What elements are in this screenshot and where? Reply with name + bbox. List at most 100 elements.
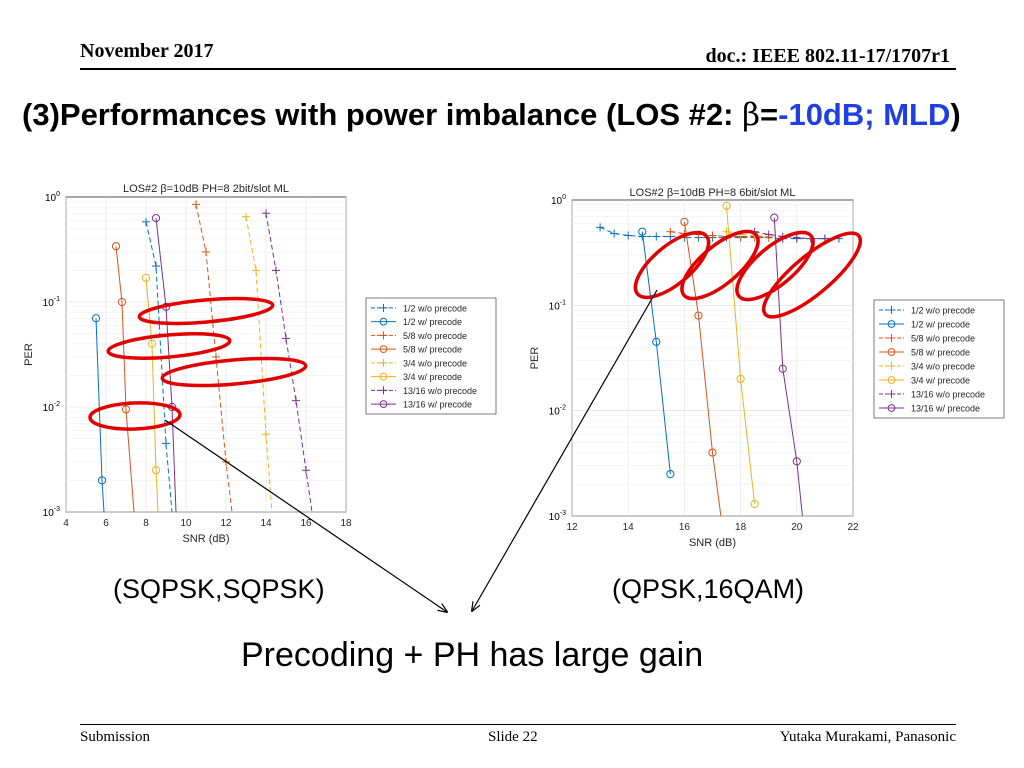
- y-axis-label: PER: [529, 347, 541, 370]
- data-point: [141, 273, 151, 282]
- data-point: [252, 266, 260, 275]
- legend-label: 5/8 w/ precode: [403, 345, 462, 355]
- data-point: [694, 311, 703, 320]
- data-point: [121, 405, 131, 414]
- data-point: [770, 213, 779, 222]
- y-tick-label: 10-1: [549, 299, 566, 312]
- data-point: [242, 212, 250, 221]
- highlight-ellipse: [88, 401, 182, 431]
- x-tick-label: 8: [143, 518, 149, 529]
- caption: Precoding + PH has large gain: [241, 636, 704, 674]
- legend-label: 3/4 w/o precode: [911, 362, 975, 372]
- data-point: [292, 396, 300, 405]
- data-point: [97, 476, 107, 485]
- data-point: [624, 231, 633, 240]
- data-point: [262, 209, 270, 218]
- legend-marker: [887, 348, 896, 356]
- legend-label: 3/4 w/ precode: [403, 372, 462, 382]
- title-close: ): [950, 97, 961, 132]
- title-eq: =: [760, 97, 779, 132]
- highlight-ellipse: [160, 356, 308, 388]
- legend-marker: [887, 404, 896, 412]
- data-point: [111, 242, 121, 251]
- series-line: [145, 221, 173, 513]
- data-point: [652, 337, 661, 346]
- x-tick-label: 16: [679, 522, 691, 533]
- data-point: [778, 364, 787, 373]
- y-axis-label: PER: [23, 343, 35, 366]
- data-point: [610, 229, 619, 238]
- x-tick-label: 14: [260, 518, 272, 529]
- series-line: [245, 216, 273, 513]
- arrow-right: [472, 289, 658, 611]
- x-tick-label: 16: [300, 518, 312, 529]
- y-tick-label: 10-2: [549, 405, 566, 418]
- data-point: [666, 469, 675, 479]
- chart-left: 4 6 8 10 12 14 16 18 100 10-1 10-2 10-3 SNR (dB) PER L…: [23, 183, 497, 545]
- footer-author: Yutaka Murakami, Panasonic: [779, 729, 956, 745]
- legend-marker: [887, 376, 896, 384]
- legend-marker: [379, 372, 388, 381]
- data-point: [302, 466, 310, 475]
- title-part1: (3)Performances with power imbalance (LO…: [22, 97, 743, 132]
- data-point: [792, 233, 801, 242]
- data-point: [736, 374, 745, 384]
- legend-label: 1/2 w/o precode: [911, 306, 975, 316]
- header-date: November 2017: [80, 40, 214, 62]
- series-line: [726, 205, 756, 505]
- legend-label: 1/2 w/ precode: [911, 320, 970, 330]
- legend-label: 13/16 w/o precode: [403, 386, 477, 396]
- chart-right: 12 14 16 18 20 22 100 10-1 10-2 10-3 SNR (dB) PER LO…: [529, 187, 1005, 549]
- data-point: [147, 339, 157, 348]
- series-line: [641, 231, 671, 475]
- data-point: [708, 448, 717, 457]
- highlight-ellipse: [106, 332, 232, 360]
- header-doc-id: doc.: IEEE 802.11-17/1707r1: [705, 45, 950, 67]
- data-point: [151, 213, 161, 223]
- plot-area: [65, 196, 347, 513]
- data-point: [282, 334, 290, 343]
- chart-title: LOS#2 β=10dB PH=8 2bit/slot ML: [123, 183, 289, 195]
- legend-marker: [379, 317, 388, 326]
- x-tick-label: 20: [791, 522, 803, 533]
- data-point: [152, 262, 160, 271]
- highlight-ellipse: [735, 230, 815, 302]
- data-point: [750, 499, 759, 509]
- data-point: [202, 247, 210, 256]
- title-value: -10dB; MLD: [778, 97, 951, 132]
- footer-slide-number: Slide 22: [488, 729, 538, 745]
- data-point: [162, 439, 170, 448]
- y-tick-label: 10-2: [43, 401, 60, 414]
- y-tick-label: 10-3: [43, 506, 60, 519]
- header-rule: [80, 68, 956, 70]
- annotations: [88, 229, 863, 612]
- x-tick-label: 18: [735, 522, 747, 533]
- data-point: [596, 223, 605, 232]
- data-point: [652, 232, 661, 241]
- data-point: [212, 352, 220, 361]
- legend-label: 3/4 w/ precode: [911, 376, 970, 386]
- legend-label: 1/2 w/ precode: [403, 317, 462, 327]
- series-line: [726, 231, 769, 237]
- x-tick-label: 12: [220, 518, 232, 529]
- x-axis-label: SNR (dB): [182, 533, 229, 545]
- legend-box: [873, 299, 1005, 419]
- series-line: [95, 318, 105, 513]
- x-axis-label: SNR (dB): [689, 537, 736, 549]
- data-point: [764, 230, 773, 239]
- footer-rule: [80, 724, 956, 725]
- legend-label: 3/4 w/o precode: [403, 358, 467, 368]
- data-point: [192, 200, 200, 209]
- legend-label: 1/2 w/o precode: [403, 303, 467, 313]
- series-line: [265, 213, 313, 513]
- slide-title: (3)Performances with power imbalance (LO…: [22, 97, 961, 133]
- highlight-ellipse: [680, 229, 760, 301]
- data-point: [151, 466, 161, 475]
- legend-label: 13/16 w/ precode: [403, 400, 472, 410]
- data-point: [666, 227, 675, 236]
- x-tick-label: 14: [623, 522, 635, 533]
- data-point: [638, 227, 647, 236]
- arrow-left: [164, 419, 447, 612]
- label-qpsk-16qam: (QPSK,16QAM): [612, 574, 805, 604]
- x-tick-label: 10: [180, 518, 192, 529]
